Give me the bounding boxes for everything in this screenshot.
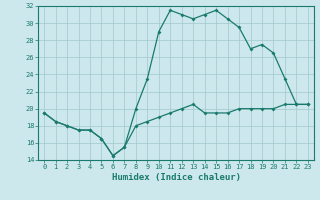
X-axis label: Humidex (Indice chaleur): Humidex (Indice chaleur) bbox=[111, 173, 241, 182]
